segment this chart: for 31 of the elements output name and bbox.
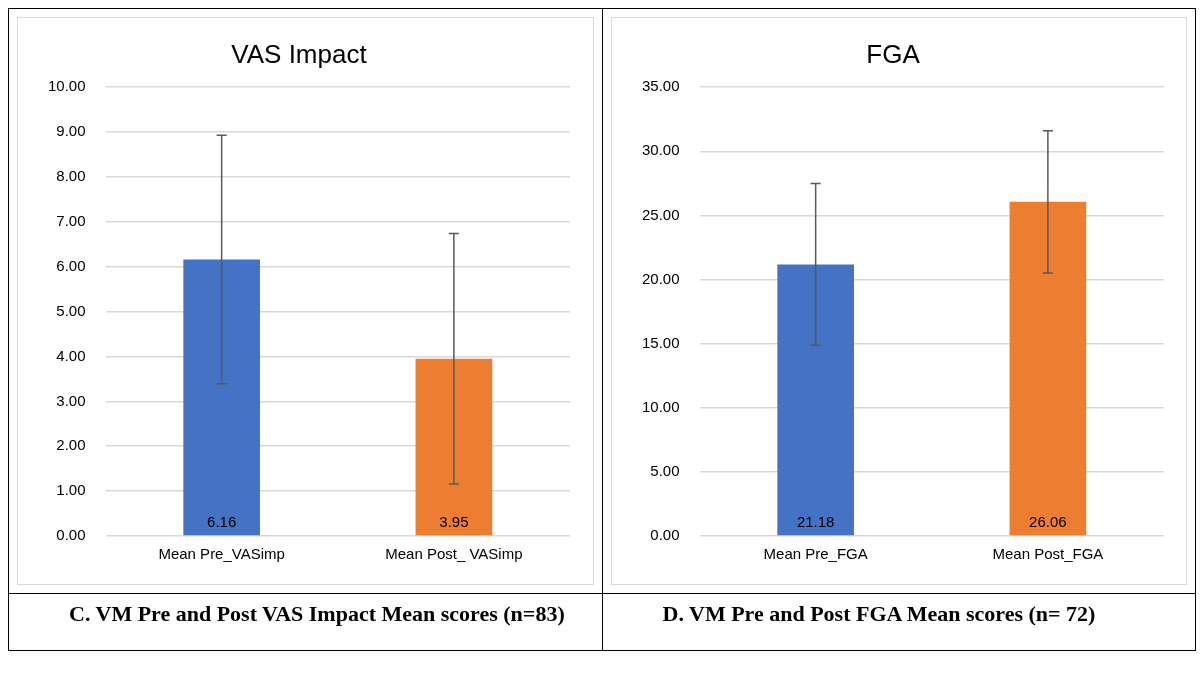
y-tick-label: 0.00 bbox=[649, 526, 680, 544]
chart-title: VAS Impact bbox=[231, 38, 368, 69]
y-tick-label: 15.00 bbox=[641, 333, 680, 351]
y-tick-label: 25.00 bbox=[641, 205, 680, 223]
x-tick-label: Mean Post_FGA bbox=[991, 545, 1103, 563]
y-tick-label: 9.00 bbox=[56, 122, 86, 140]
y-tick-label: 1.00 bbox=[56, 481, 86, 499]
y-tick-label: 20.00 bbox=[641, 269, 680, 287]
chart-title: FGA bbox=[865, 38, 920, 69]
x-tick-label: Mean Pre_VASimp bbox=[158, 545, 285, 563]
y-tick-label: 5.00 bbox=[56, 301, 86, 319]
text: C. VM Pre and Post VAS Impact Mean scores (n=83) bbox=[69, 600, 566, 628]
data-label: 3.95 bbox=[439, 512, 469, 530]
text: D. VM Pre and Post FGA Mean scores (n= 72) bbox=[662, 600, 1097, 628]
y-tick-label: 5.00 bbox=[649, 462, 680, 480]
x-tick-label: Mean Post_ VASimp bbox=[385, 545, 523, 563]
y-tick-label: 35.00 bbox=[641, 77, 680, 95]
y-tick-label: 8.00 bbox=[56, 167, 86, 185]
data-label: 21.18 bbox=[796, 512, 834, 530]
y-tick-label: 0.00 bbox=[56, 526, 86, 544]
y-tick-label: 2.00 bbox=[56, 436, 86, 454]
y-tick-label: 4.00 bbox=[56, 346, 86, 364]
data-label: 6.16 bbox=[207, 512, 237, 530]
y-tick-label: 10.00 bbox=[641, 397, 680, 415]
data-label: 26.06 bbox=[1028, 512, 1067, 530]
y-tick-label: 10.00 bbox=[47, 77, 86, 95]
y-tick-label: 7.00 bbox=[56, 211, 86, 229]
y-tick-label: 6.00 bbox=[56, 256, 86, 274]
y-tick-label: 3.00 bbox=[56, 391, 86, 409]
y-tick-label: 30.00 bbox=[641, 141, 680, 159]
x-tick-label: Mean Pre_FGA bbox=[763, 545, 868, 563]
